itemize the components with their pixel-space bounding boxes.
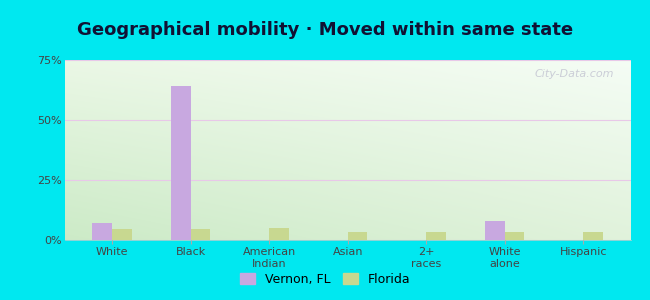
Bar	[92, 223, 112, 240]
Legend: Vernon, FL, Florida: Vernon, FL, Florida	[235, 268, 415, 291]
Bar	[505, 232, 525, 240]
Bar	[485, 221, 505, 240]
Bar	[584, 232, 603, 240]
Bar	[269, 228, 289, 240]
Bar	[112, 229, 132, 240]
Bar	[426, 232, 446, 240]
Bar	[348, 232, 367, 240]
Text: Geographical mobility · Moved within same state: Geographical mobility · Moved within sam…	[77, 21, 573, 39]
Bar	[171, 86, 190, 240]
Text: City-Data.com: City-Data.com	[534, 69, 614, 79]
Bar	[190, 229, 211, 240]
